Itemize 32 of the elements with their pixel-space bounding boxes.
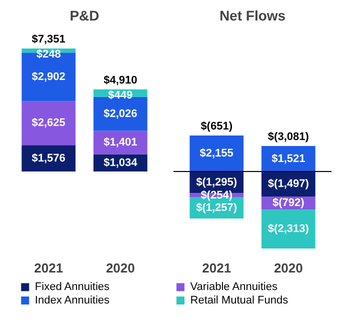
bar [190,135,244,172]
data-label: $2,625 [32,117,66,130]
data-label: $1,034 [104,156,138,169]
total-label: $4,910 [104,74,138,86]
total-label: $7,351 [32,34,66,46]
legend-label: Retail Mutual Funds [190,294,289,306]
data-label: $2,902 [32,70,66,83]
x-tick-label: 2020 [106,260,135,276]
total-label: $(651) [200,120,233,132]
data-label: $(2,313) [268,223,310,236]
data-label: $449 [108,89,133,102]
legend-label: Fixed Annuities [34,281,110,294]
legend-label: Variable Annuities [190,281,278,294]
x-tick-label: 2021 [202,260,232,276]
bar [22,101,76,146]
data-label: $(1,497) [268,178,310,190]
total-label: $(3,081) [268,131,310,144]
x-tick-label: 2020 [274,260,303,276]
data-label: $1,521 [272,152,306,165]
data-label: $(1,257) [196,202,238,214]
legend-label: Index Annuities [34,294,110,306]
data-label: $1,401 [104,136,138,148]
data-label: $1,576 [32,152,66,164]
data-label: $2,026 [104,108,138,120]
x-tick-label: 2021 [34,260,64,276]
data-label: $(1,295) [196,176,238,188]
chart-title: P&D [70,8,100,24]
data-label: $(792) [272,197,305,210]
chart-title: Net Flows [219,8,286,24]
data-label: $248 [36,48,61,60]
data-label: $2,155 [200,147,234,160]
bar [261,210,316,248]
